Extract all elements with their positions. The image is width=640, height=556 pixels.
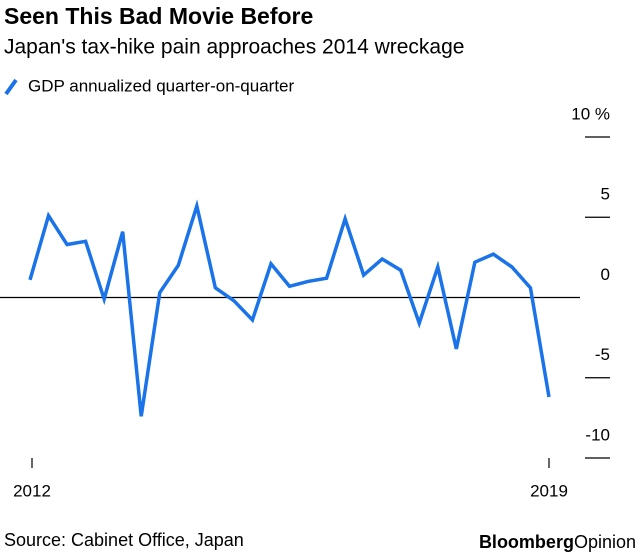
x-tick-label: 2012 (13, 481, 51, 500)
legend-label: GDP annualized quarter-on-quarter (28, 76, 295, 95)
chart-title: Seen This Bad Movie Before (4, 3, 313, 29)
y-tick-label: 10 % (571, 104, 610, 123)
source: Source: Cabinet Office, Japan (4, 530, 244, 550)
y-tick-label: -5 (595, 345, 610, 364)
y-tick-label: -10 (585, 425, 610, 444)
brand: BloombergOpinion (479, 532, 636, 552)
legend-swatch (4, 78, 18, 96)
x-tick-label: 2019 (530, 481, 568, 500)
y-tick-label: 0 (601, 265, 610, 284)
brand-bloomberg: Bloomberg (479, 532, 574, 552)
brand-opinion: Opinion (574, 532, 636, 552)
y-tick-label: 5 (601, 185, 610, 204)
chart-subtitle: Japan's tax-hike pain approaches 2014 wr… (4, 36, 464, 59)
line-series (28, 199, 551, 417)
